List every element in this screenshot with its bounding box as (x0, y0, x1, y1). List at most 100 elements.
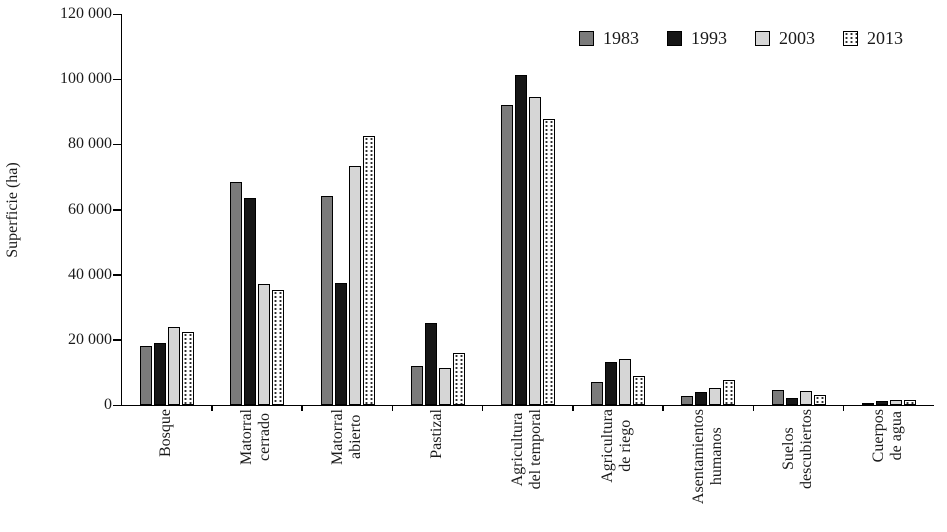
x-tick-mark (211, 405, 213, 411)
y-tick-mark (113, 78, 121, 81)
bar-2013 (542, 119, 555, 405)
x-tick-mark (662, 405, 664, 411)
x-label-cell: Agricultura del temporal (482, 409, 572, 529)
y-tick-label: 80 000 (68, 135, 112, 153)
bar-1983 (861, 403, 874, 405)
bar-2003 (258, 284, 271, 405)
bar-1983 (771, 390, 784, 405)
bar-2003 (619, 359, 632, 405)
x-tick-mark (481, 405, 484, 411)
x-label-cell: Bosque (121, 409, 211, 529)
bar-1993 (154, 343, 167, 405)
bar-2013 (452, 352, 465, 405)
bar-group (122, 14, 212, 405)
y-tick-label: 0 (104, 396, 112, 413)
bar-1993 (785, 398, 798, 405)
legend-label: 1993 (691, 28, 727, 48)
bar-2003 (709, 388, 722, 405)
bar-2003 (889, 400, 902, 405)
bar-2003 (438, 367, 451, 405)
bar-1983 (140, 346, 153, 405)
bar-2003 (348, 166, 361, 405)
y-tick-label: 120 000 (60, 5, 112, 22)
bar-2013 (633, 376, 646, 405)
bar-2013 (182, 332, 195, 405)
legend-label: 2003 (779, 28, 815, 48)
bar-2013 (362, 136, 375, 405)
x-label-cell: Pastizal (392, 409, 482, 529)
y-tick-mark (113, 339, 121, 341)
x-label-cell: Matorral abierto (301, 409, 391, 529)
bar-2013 (903, 400, 916, 405)
legend-swatch (579, 31, 594, 46)
bar-2013 (723, 379, 736, 405)
bar-1993 (244, 198, 257, 405)
plot-area (113, 13, 934, 411)
legend-swatch (755, 31, 770, 46)
legend-swatch (667, 31, 682, 46)
x-axis-label: Cuerpos de agua (869, 409, 905, 463)
x-tick-mark (572, 405, 574, 411)
x-axis-label: Pastizal (427, 409, 445, 459)
x-axis-label: Matorral abierto (328, 409, 364, 465)
x-axis-label: Matorral cerrado (238, 409, 274, 465)
x-axis-label: Bosque (157, 409, 175, 457)
bar-1993 (875, 401, 888, 405)
bar-group (844, 14, 934, 405)
bar-group (393, 14, 483, 405)
y-tick-mark (113, 274, 121, 276)
legend-swatch (843, 31, 858, 46)
bar-1993 (605, 362, 618, 405)
bar-1983 (320, 196, 333, 405)
bar-2003 (799, 391, 812, 405)
y-tick-mark (113, 209, 121, 211)
bar-group (483, 14, 573, 405)
y-tick-label: 20 000 (68, 330, 112, 348)
y-tick-mark (113, 13, 121, 15)
bar-1983 (410, 365, 423, 405)
x-axis-label: Suelos descubiertos (779, 409, 815, 489)
bar-2013 (813, 394, 826, 405)
legend-label: 1983 (603, 28, 639, 48)
y-tick-mark (113, 404, 121, 406)
bar-2003 (168, 327, 181, 405)
x-tick-mark (752, 405, 755, 411)
x-tick-mark (842, 405, 845, 411)
legend-item-2003: 2003 (755, 28, 815, 49)
x-tick-mark (391, 405, 394, 411)
bar-1983 (500, 105, 513, 405)
legend-label: 2013 (867, 28, 903, 48)
legend-item-2013: 2013 (843, 28, 903, 49)
y-tick-label: 60 000 (68, 200, 112, 218)
y-tick-label: 100 000 (60, 70, 112, 88)
y-axis: 0 20 000 40 000 60 000 80 000 100 000 120 000 (0, 6, 112, 413)
x-axis-label: Asentamientos humanos (689, 409, 725, 505)
bar-group (754, 14, 844, 405)
x-label-cell: Suelos descubiertos (753, 409, 843, 529)
y-tick-mark (113, 143, 121, 146)
bar-1983 (591, 381, 604, 405)
bar-1993 (334, 282, 347, 405)
bar-group (573, 14, 663, 405)
x-label-cell: Asentamientos humanos (662, 409, 752, 529)
bar-1993 (424, 322, 437, 405)
bar-2003 (528, 97, 541, 405)
bar-1983 (681, 395, 694, 405)
bar-group (302, 14, 392, 405)
y-tick-label: 40 000 (68, 265, 112, 283)
bar-1993 (695, 391, 708, 405)
x-label-cell: Matorral cerrado (211, 409, 301, 529)
bar-2013 (272, 289, 285, 405)
bar-group (663, 14, 753, 405)
x-axis-label: Agricultura del temporal (509, 409, 544, 490)
x-tick-mark (301, 405, 303, 411)
x-axis-labels: Bosque Matorral cerrado Matorral abierto Pa… (121, 409, 933, 529)
bar-groups (122, 14, 934, 405)
legend-item-1983: 1983 (579, 28, 639, 49)
x-label-cell: Cuerpos de agua (843, 409, 933, 529)
x-axis-label: Agricultura de riego (599, 409, 635, 483)
bar-1993 (514, 74, 527, 405)
legend: 1983 1993 2003 2013 (579, 28, 903, 49)
legend-item-1993: 1993 (667, 28, 727, 49)
